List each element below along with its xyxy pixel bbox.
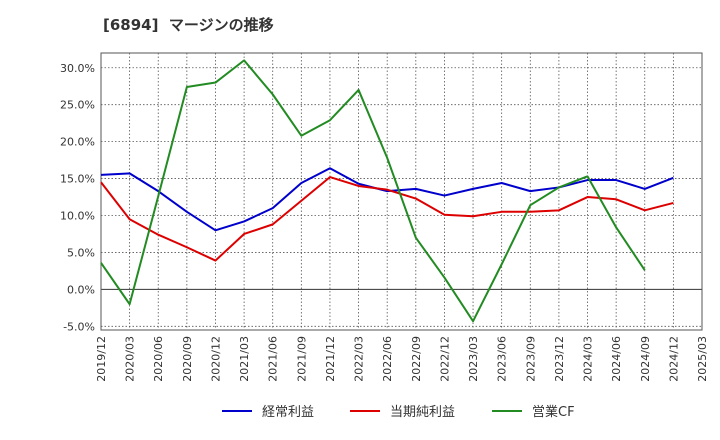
x-tick-label: 2020/03	[124, 336, 137, 382]
series-line-2	[100, 176, 674, 262]
x-tick-label: 2021/09	[295, 336, 308, 382]
x-tick-label: 2020/12	[209, 336, 222, 382]
legend-label-2: 当期純利益	[390, 405, 455, 420]
y-tick-label: 25.0%	[60, 99, 95, 112]
y-tick-label: 5.0%	[67, 246, 95, 259]
series-line-3	[100, 59, 646, 323]
x-tick-label: 2020/06	[152, 336, 165, 382]
y-tick-label: 15.0%	[60, 173, 95, 186]
y-tick-label: 20.0%	[60, 136, 95, 149]
x-tick-label: 2024/06	[610, 336, 623, 382]
x-tick-label: 2022/12	[438, 336, 451, 382]
y-tick-label: 0.0%	[67, 283, 95, 296]
x-tick-label: 2023/06	[496, 336, 509, 382]
plot-area	[101, 53, 702, 330]
y-tick-label: 10.0%	[60, 210, 95, 223]
x-tick-label: 2023/09	[524, 336, 537, 382]
legend-label-1: 経常利益	[262, 405, 314, 420]
x-tick-label: 2022/06	[381, 336, 394, 382]
x-tick-label: 2020/09	[181, 336, 194, 382]
x-tick-label: 2025/03	[696, 336, 709, 382]
x-tick-label: 2023/12	[553, 336, 566, 382]
chart-title: [6894] マージンの推移	[103, 16, 274, 34]
x-tick-label: 2022/09	[410, 336, 423, 382]
x-tick-label: 2023/03	[467, 336, 480, 382]
x-tick-label: 2022/03	[353, 336, 366, 382]
series-line-1	[100, 167, 674, 232]
x-tick-label: 2021/06	[267, 336, 280, 382]
x-tick-label: 2024/03	[582, 336, 595, 382]
x-tick-label: 2019/12	[95, 336, 108, 382]
x-tick-label: 2024/12	[667, 336, 680, 382]
x-tick-label: 2021/03	[238, 336, 251, 382]
plot-frame	[100, 52, 703, 331]
x-tick-label: 2021/12	[324, 336, 337, 382]
y-tick-label: -5.0%	[63, 320, 95, 333]
legend-label-3: 営業CF	[532, 404, 575, 420]
y-tick-label: 30.0%	[60, 62, 95, 75]
x-tick-label: 2024/09	[639, 336, 652, 382]
